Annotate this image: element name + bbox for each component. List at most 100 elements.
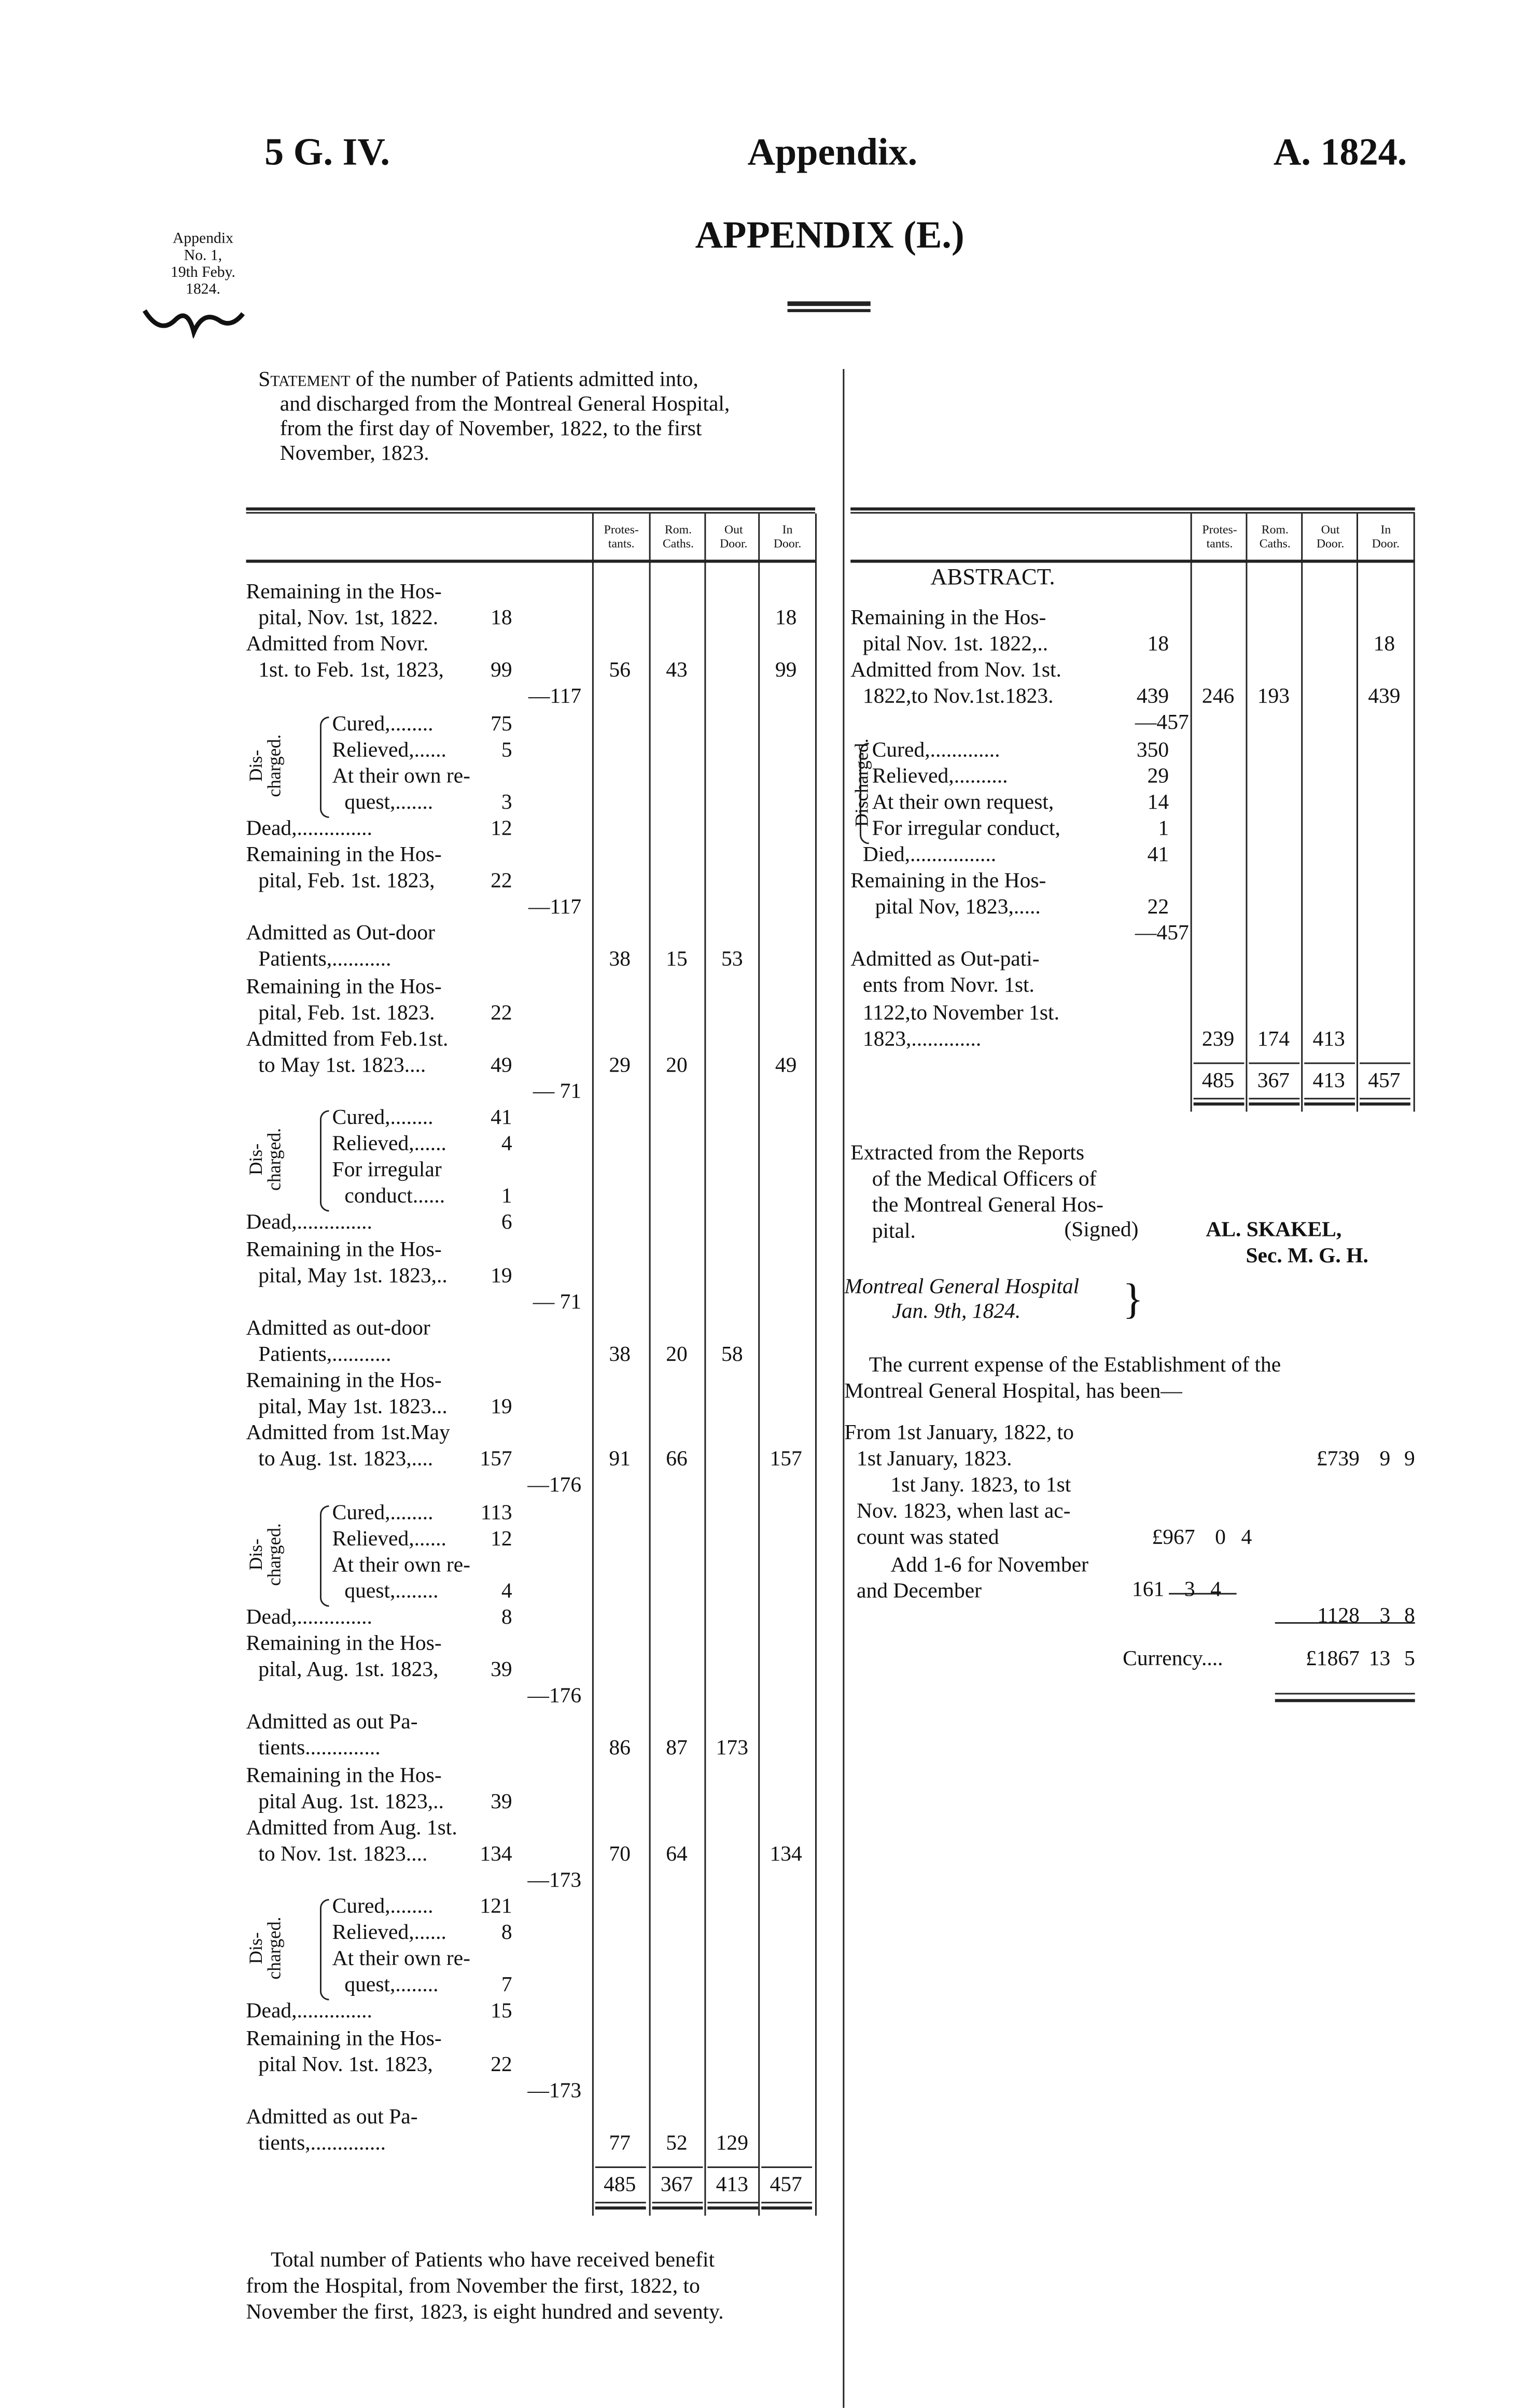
row-label: Admitted from Nov. 1st. xyxy=(850,659,1061,683)
table-row: Remaining in the Hos- xyxy=(0,580,1538,605)
row-label: to Nov. 1st. 1823.... xyxy=(258,1843,428,1867)
expense-item-3: Add 1-6 for November and December xyxy=(844,1553,1088,1606)
total-underline xyxy=(1275,1693,1415,1695)
table-row: pital, May 1st. 1823,.. 19 xyxy=(0,1263,1538,1289)
total-rule xyxy=(652,2166,703,2168)
row-label: to May 1st. 1823.... xyxy=(258,1054,426,1078)
row-label: Dead,.............. xyxy=(246,1607,372,1630)
table-row: Dead,.............. 15 xyxy=(0,1999,1538,2025)
row-label: conduct...... xyxy=(344,1186,445,1209)
total-rule xyxy=(1359,1062,1410,1064)
total-underline xyxy=(595,2202,646,2204)
signatory-name: AL. SKAKEL, xyxy=(1206,1219,1342,1243)
amount-cell: 0 xyxy=(1215,1527,1226,1550)
row-label: Cured,........ xyxy=(332,1896,434,1919)
expense-item-1: From 1st January, 1822, to 1st January, … xyxy=(844,1421,1074,1473)
column-header-line: Protes- xyxy=(604,523,639,537)
amount-cell: £739 xyxy=(1316,1448,1360,1472)
page-title: APPENDIX (E.) xyxy=(695,215,964,257)
row-subtotal: —117 xyxy=(528,896,582,920)
table-row: Patients,........... 38 20 58 xyxy=(0,1342,1538,1368)
year-label: A. 1824. xyxy=(1273,132,1407,174)
row-label: Remaining in the Hos- xyxy=(246,1238,442,1262)
total-underline xyxy=(595,2206,646,2210)
row-label: Cured,............. xyxy=(872,739,1000,762)
total-cell: 485 xyxy=(1201,1069,1235,1093)
table-row: Admitted from 1st.May xyxy=(0,1421,1538,1447)
row-value: 22 xyxy=(491,1002,512,1025)
subtotal-rule xyxy=(1169,1593,1237,1595)
column-header: Out Door. xyxy=(706,523,761,550)
row-label: Relieved,...... xyxy=(332,739,446,762)
total-cell: 367 xyxy=(1257,1069,1290,1093)
column-rule xyxy=(1413,513,1415,1112)
session-label: 5 G. IV. xyxy=(264,132,390,174)
row-value: 134 xyxy=(480,1843,512,1867)
table-row: Remaining in the Hos- xyxy=(0,974,1538,1000)
row-subtotal: — 71 xyxy=(533,1080,582,1104)
row-label: At their own re- xyxy=(332,1554,471,1578)
expense-text: From 1st January, 1822, to xyxy=(844,1422,1074,1446)
column-rule xyxy=(704,513,706,2216)
table-row: pital Nov. 1st. 1822,.. 18 18 xyxy=(0,632,1538,658)
discharged-label: Dis- charged. xyxy=(244,1128,285,1191)
row-value: 29 xyxy=(1147,765,1169,788)
row-label: Admitted from Novr. xyxy=(246,633,429,657)
table-row: At their own re- xyxy=(0,764,1538,790)
row-label: pital, May 1st. 1823... xyxy=(258,1396,448,1419)
row-value: 39 xyxy=(491,1791,512,1814)
date-line: Jan. 9th, 1824. xyxy=(892,1301,1021,1324)
table-row: Relieved,...... 5 xyxy=(0,737,1538,763)
row-cell: 193 xyxy=(1257,686,1290,710)
amount-cell: 4 xyxy=(1210,1579,1222,1602)
table-row: to May 1st. 1823.... 49 29 20 49 xyxy=(0,1053,1538,1079)
total-cell: 413 xyxy=(716,2174,748,2198)
row-label: Dead,.............. xyxy=(246,818,372,841)
footer-line: from the Hospital, from November the fir… xyxy=(246,2275,700,2299)
total-underline xyxy=(707,2206,759,2210)
table-row: Admitted as out Pa- xyxy=(0,1710,1538,1736)
row-subtotal: —176 xyxy=(527,1475,582,1499)
table-row: quest,....... 3 xyxy=(0,790,1538,816)
row-value: 8 xyxy=(501,1607,512,1630)
table-row: For irregular xyxy=(0,1158,1538,1184)
row-value: 1 xyxy=(1158,818,1169,841)
table-row: Relieved,...... 12 xyxy=(0,1526,1538,1552)
row-cell: 29 xyxy=(609,1054,631,1078)
row-label: Relieved,.......... xyxy=(872,765,1008,788)
table-row: Remaining in the Hos- xyxy=(0,2026,1538,2052)
row-cell: 20 xyxy=(666,1054,688,1078)
column-header-line: Rom. xyxy=(1261,523,1289,537)
column-rule xyxy=(758,513,760,2216)
table-row: —176 xyxy=(0,1684,1538,1710)
row-label: Relieved,...... xyxy=(332,1527,446,1551)
row-value: 5 xyxy=(501,739,512,762)
table-row: pital, Feb. 1st. 1823, 22 xyxy=(0,869,1538,895)
expense-text: Add 1-6 for November xyxy=(890,1554,1089,1578)
row-label: Died,................ xyxy=(862,844,997,867)
amount-cell: 9 xyxy=(1404,1448,1415,1472)
table-row: 1822,to Nov.1st.1823. 439 246 193 439 xyxy=(0,685,1538,711)
row-label: pital, Nov. 1st, 1822. xyxy=(258,607,439,631)
row-value: 350 xyxy=(1136,739,1169,762)
row-label: Admitted from Aug. 1st. xyxy=(246,1816,457,1840)
expense-intro-line: The current expense of the Establishment… xyxy=(869,1355,1281,1378)
column-header-line: In xyxy=(1380,523,1391,537)
column-header-line: Caths. xyxy=(1259,537,1291,551)
row-cell: 38 xyxy=(609,1343,631,1367)
table-row: Cured,........ 75 xyxy=(0,711,1538,737)
row-cell: 129 xyxy=(716,2132,748,2156)
row-label: Remaining in the Hos- xyxy=(246,975,442,999)
extract-note: Extracted from the Reports of the Medica… xyxy=(850,1141,1103,1246)
row-cell: 134 xyxy=(770,1843,802,1867)
table-row: Admitted as out Pa- xyxy=(0,2105,1538,2131)
row-label: Admitted as out Pa- xyxy=(246,1712,418,1735)
abstract-title: ABSTRACT. xyxy=(930,566,1055,590)
table-row: Died,................ 41 xyxy=(0,842,1538,868)
table-row: Relieved,...... 8 xyxy=(0,1921,1538,1947)
bracket-brace xyxy=(319,1899,329,2001)
discharged-label: Dis- charged. xyxy=(244,1523,285,1586)
table-row: Cured,............. 350 xyxy=(0,737,1538,763)
extract-line: pital. xyxy=(872,1221,916,1244)
row-cell: 38 xyxy=(609,949,631,973)
